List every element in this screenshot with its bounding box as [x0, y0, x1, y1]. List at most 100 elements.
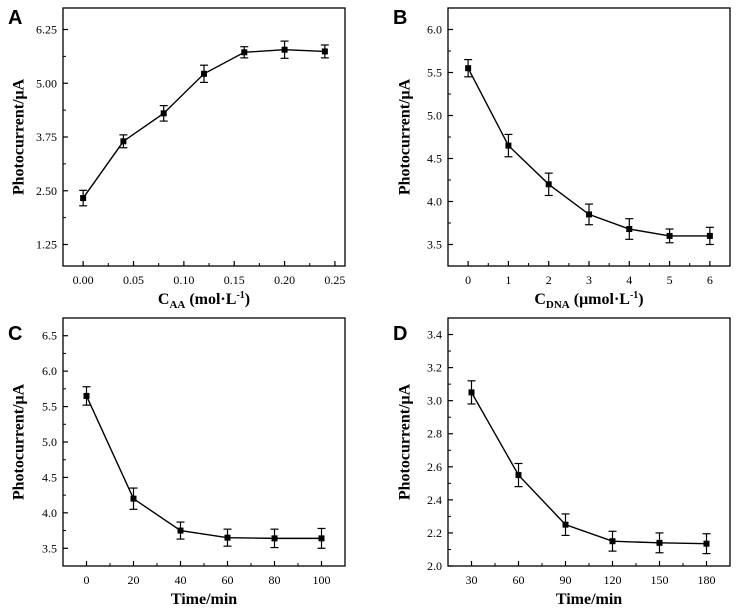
data-point	[586, 211, 592, 218]
x-tick-label: 150	[651, 573, 669, 587]
data-point	[545, 181, 552, 188]
plot-frame	[447, 7, 731, 267]
y-tick-label: 3.0	[427, 394, 442, 408]
y-tick-label: 6.5	[42, 329, 57, 343]
x-axis-label: CAA (mol·L-1)	[158, 290, 250, 311]
y-tick-label: 3.4	[427, 328, 442, 342]
data-point	[609, 538, 616, 545]
x-tick-label: 80	[269, 573, 281, 587]
y-tick-label: 1.25	[36, 238, 57, 252]
y-tick-label: 3.5	[427, 238, 442, 252]
x-tick-label: 180	[698, 573, 716, 587]
x-tick-label: 0.10	[173, 273, 194, 287]
y-tick-label: 4.0	[42, 506, 57, 520]
x-tick-label: 0.20	[274, 273, 295, 287]
data-point	[281, 46, 288, 53]
x-tick-label: 0.25	[324, 273, 345, 287]
plot-frame	[62, 317, 346, 567]
x-tick-label: 100	[313, 573, 331, 587]
x-tick-label: 3	[586, 273, 592, 287]
data-point	[80, 195, 87, 202]
y-tick-label: 2.8	[427, 427, 442, 441]
data-point	[120, 138, 127, 145]
y-tick-label: 2.0	[427, 559, 442, 573]
data-point	[224, 534, 231, 541]
x-tick-label: 0.15	[224, 273, 245, 287]
y-tick-label: 6.25	[36, 23, 57, 37]
series-line	[470, 392, 707, 545]
y-tick-label: 4.5	[42, 470, 57, 484]
x-tick-label: 1	[505, 273, 511, 287]
panel-letter: D	[393, 323, 407, 345]
y-tick-label: 6.0	[427, 23, 442, 37]
plot-frame	[62, 7, 346, 267]
x-tick-label: 4	[626, 273, 632, 287]
y-tick-label: 5.0	[42, 435, 57, 449]
y-tick-label: 5.5	[427, 66, 442, 80]
data-point	[656, 539, 663, 546]
x-axis-label: Time/min	[171, 591, 237, 608]
x-tick-label: 60	[513, 573, 525, 587]
data-point	[321, 48, 328, 55]
data-point	[160, 110, 167, 117]
x-axis-label: Time/min	[556, 591, 622, 608]
data-point	[201, 70, 207, 77]
y-tick-label: 3.5	[42, 541, 57, 555]
y-tick-label: 2.2	[427, 526, 442, 540]
x-axis-label: CDNA (μmol·L-1)	[534, 290, 643, 311]
y-axis-label: Photocurrent/μA	[397, 383, 414, 500]
x-tick-label: 60	[222, 573, 234, 587]
x-tick-label: 0	[84, 573, 90, 587]
y-axis-label: Photocurrent/μA	[11, 78, 28, 195]
plot-frame	[447, 317, 731, 567]
panel-b: B 0 1 2 3 4 5 6 3.5 4.0 4.5 5.0 5.5 6.0 Photocurrent/μ…	[393, 7, 731, 311]
y-tick-label: 5.5	[42, 400, 57, 414]
panel-letter: C	[8, 323, 22, 345]
panel-letter: A	[8, 7, 22, 29]
x-tick-label: 6	[707, 273, 713, 287]
x-tick-label: 90	[560, 573, 572, 587]
y-tick-label: 3.2	[427, 361, 442, 375]
data-point	[177, 527, 184, 534]
data-point	[241, 49, 248, 56]
x-tick-label: 5	[667, 273, 673, 287]
data-point	[562, 521, 569, 528]
data-point	[83, 392, 90, 399]
data-point	[465, 65, 472, 72]
x-tick-label: 0	[465, 273, 471, 287]
y-tick-label: 5.00	[36, 76, 57, 90]
data-point	[703, 540, 710, 547]
data-point	[626, 226, 633, 233]
y-axis-label: Photocurrent/μA	[397, 78, 414, 195]
y-tick-label: 6.0	[42, 364, 57, 378]
data-point	[130, 495, 137, 502]
y-tick-label: 2.6	[427, 460, 442, 474]
y-tick-label: 2.50	[36, 184, 57, 198]
x-tick-label: 0.05	[123, 273, 144, 287]
data-point	[515, 472, 522, 479]
y-tick-label: 2.4	[427, 493, 442, 507]
y-tick-label: 5.0	[427, 109, 442, 123]
panel-c: C 0 20 40 60 80 100 3.5 4.0 4.5 5.0 5.5 6.0 6.5 Photoc…	[8, 317, 346, 608]
data-point	[505, 142, 512, 149]
x-tick-label: 120	[604, 573, 622, 587]
x-tick-label: 2	[546, 273, 552, 287]
data-point	[706, 232, 713, 239]
data-point	[318, 535, 325, 542]
x-tick-label: 0.00	[73, 273, 94, 287]
x-tick-label: 40	[175, 573, 187, 587]
x-tick-label: 30	[466, 573, 478, 587]
y-axis-label: Photocurrent/μA	[11, 383, 28, 500]
y-tick-label: 3.75	[36, 130, 57, 144]
x-tick-label: 20	[128, 573, 140, 587]
data-point	[468, 389, 475, 396]
panel-a: A 0.00 0.05 0.10 0.15 0.20 0.25 1.25 2.50 3.75 5.0…	[8, 7, 346, 311]
y-tick-label: 4.0	[427, 195, 442, 209]
y-tick-label: 4.5	[427, 152, 442, 166]
panel-letter: B	[393, 7, 407, 29]
data-point	[666, 232, 673, 239]
series-line	[85, 395, 322, 540]
data-point	[271, 535, 278, 542]
panel-d: D 30 60 90 120 150 180 2.0 2.2 2.4 2.6 2.8 3.0 3.2 3.4…	[393, 317, 731, 608]
